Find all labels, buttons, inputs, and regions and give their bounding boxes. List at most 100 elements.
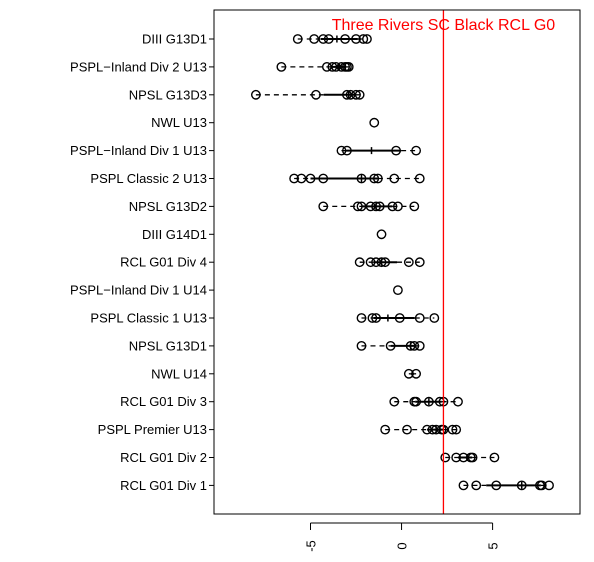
category-row: NPSL G13D1 — [129, 338, 425, 353]
data-point — [393, 285, 403, 295]
data-point — [305, 173, 316, 184]
category-label: RCL G01 Div 3 — [120, 394, 207, 409]
data-point — [374, 201, 385, 212]
data-point — [389, 173, 400, 184]
data-point — [405, 340, 416, 351]
category-label: RCL G01 Div 1 — [120, 478, 207, 493]
data-point — [429, 313, 440, 323]
data-point — [414, 173, 425, 184]
category-row: NWL U14 — [151, 366, 422, 381]
data-point — [411, 396, 422, 407]
category-row: NPSL G13D3 — [129, 87, 365, 102]
category-row: NWL U13 — [151, 115, 380, 130]
data-point — [371, 201, 381, 212]
data-point — [467, 452, 478, 463]
data-point — [276, 62, 287, 72]
category-label: RCL G01 Div 4 — [120, 255, 207, 270]
data-point — [402, 424, 412, 435]
data-point — [409, 340, 420, 351]
data-point — [409, 201, 420, 212]
data-point — [422, 424, 432, 435]
data-point — [309, 34, 320, 44]
data-point — [491, 480, 502, 491]
data-point — [385, 340, 396, 351]
data-point — [380, 424, 391, 435]
data-point — [318, 34, 329, 44]
data-point — [292, 34, 303, 44]
data-point — [427, 424, 438, 435]
data-point — [414, 340, 425, 351]
category-label: NWL U13 — [151, 115, 207, 130]
data-point — [414, 257, 425, 268]
data-point — [376, 257, 387, 268]
data-point — [411, 145, 422, 156]
category-row: PSPL Classic 2 U13 — [90, 171, 425, 186]
data-point — [372, 173, 383, 184]
data-point — [296, 173, 307, 184]
data-point — [365, 257, 376, 268]
data-point — [356, 340, 367, 351]
data-point — [516, 480, 527, 491]
data-point — [327, 62, 338, 72]
category-label: PSPL Premier U13 — [98, 422, 207, 437]
data-point — [323, 34, 334, 44]
category-label: PSPL Classic 1 U13 — [90, 311, 207, 326]
data-point — [458, 452, 469, 463]
reference-line-label: Three Rivers SC Black RCL G0 — [332, 17, 556, 34]
data-point — [356, 201, 367, 212]
data-point — [394, 313, 405, 323]
data-point — [544, 480, 554, 491]
category-label: PSPL Classic 2 U13 — [90, 171, 207, 186]
data-point — [451, 452, 462, 463]
category-label: PSPL−Inland Div 1 U14 — [70, 283, 207, 298]
data-point — [345, 89, 356, 100]
category-row: PSPL−Inland Div 1 U13 — [70, 143, 422, 158]
data-point — [387, 201, 398, 212]
category-row: DIII G13D1 — [142, 32, 372, 47]
data-point — [453, 396, 463, 407]
data-point — [321, 62, 332, 72]
category-row: RCL G01 Div 3 — [120, 394, 463, 409]
data-point — [371, 257, 381, 268]
data-point — [354, 89, 365, 100]
data-point — [351, 34, 361, 44]
data-point — [536, 480, 547, 491]
category-label: PSPL−Inland Div 1 U13 — [70, 143, 207, 158]
category-label: NPSL G13D1 — [129, 338, 207, 353]
data-point — [367, 313, 378, 323]
data-point — [356, 313, 367, 323]
data-point — [351, 89, 361, 100]
category-label: NWL U14 — [151, 366, 207, 381]
data-point — [451, 424, 462, 435]
data-point — [369, 173, 380, 184]
x-tick-label: 0 — [395, 542, 410, 549]
data-point — [391, 145, 401, 156]
data-point — [362, 34, 372, 44]
category-row: NPSL G13D2 — [129, 199, 420, 214]
data-point — [431, 424, 442, 435]
category-label: DIII G13D1 — [142, 32, 207, 47]
data-point — [311, 89, 321, 100]
data-point — [403, 368, 414, 379]
category-row: PSPL Classic 1 U13 — [90, 311, 440, 326]
data-point — [440, 452, 451, 463]
data-point — [356, 173, 367, 184]
data-point — [423, 396, 434, 407]
data-point — [369, 117, 380, 128]
category-row: PSPL−Inland Div 2 U13 — [70, 59, 354, 74]
data-point — [331, 62, 341, 72]
category-row: PSPL−Inland Div 1 U14 — [70, 283, 403, 298]
category-label: DIII G14D1 — [142, 227, 207, 242]
data-point — [340, 34, 351, 44]
category-row: RCL G01 Div 1 — [120, 478, 554, 493]
data-point — [411, 368, 422, 379]
category-rows: DIII G13D1 PSPL−Inland Div 2 U13 NPSL G13D… — [70, 32, 554, 493]
data-point — [250, 89, 261, 100]
data-point — [471, 480, 482, 491]
data-point — [376, 229, 387, 240]
data-point — [380, 257, 391, 268]
category-row: RCL G01 Div 4 — [120, 255, 425, 270]
data-point — [447, 424, 458, 435]
data-point — [342, 145, 352, 156]
